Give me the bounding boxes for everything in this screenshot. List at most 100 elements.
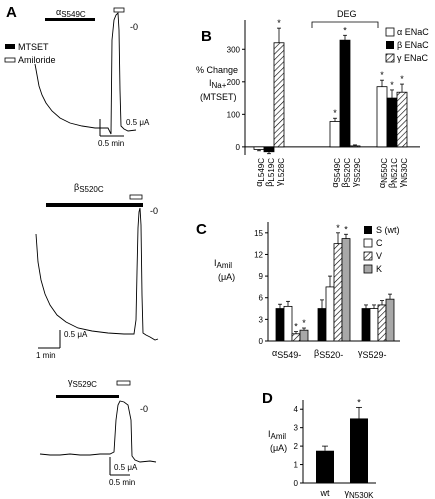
- scale-y-label-1: 0.5 μA: [126, 118, 150, 127]
- category-label: γN530K: [345, 488, 375, 499]
- amiloride-bar-1: [113, 7, 125, 13]
- deg-bracket: [311, 21, 379, 28]
- amiloride-bar-2: [129, 194, 143, 200]
- bar: [283, 305, 293, 342]
- current-trace-3: [39, 400, 157, 463]
- bar: [316, 450, 334, 483]
- group-label: βL519C: [264, 158, 276, 187]
- legend-swatch-mtset: [5, 44, 15, 49]
- bar: [253, 146, 265, 150]
- y-tick-label: 200: [227, 78, 241, 87]
- current-trace-2: [35, 207, 159, 341]
- y-tick-label: 2: [294, 442, 299, 451]
- group-label: βS520C: [340, 158, 352, 188]
- mtset-bar-2: [46, 203, 143, 207]
- trace-label-alpha-s549c: αS549C: [56, 7, 86, 19]
- category-label: βS520-: [314, 348, 343, 360]
- panel-a: A MTSET Amiloride αS549C -0 0.5 μA 0.5 m…: [4, 4, 159, 487]
- group-label: γN530C: [397, 158, 409, 188]
- legend-label-beta-enac: β ENaC: [397, 40, 429, 50]
- trace-alpha-s549c: αS549C -0 0.5 μA 0.5 min: [34, 7, 150, 148]
- category-label: αS549-: [272, 348, 301, 360]
- bar: [377, 304, 387, 342]
- group-label: βN521C: [387, 158, 399, 188]
- legend-swatch-alpha-enac: [385, 27, 395, 37]
- legend-swatch-s-wt: [364, 226, 372, 234]
- panel-letter-a: A: [6, 4, 17, 21]
- bar: [396, 91, 408, 148]
- trace-beta-s520c: βS520C -0 0.5 μA 1 min: [35, 182, 159, 360]
- bar: [333, 243, 343, 342]
- y-axis-label-b-line1: % Change: [196, 65, 238, 75]
- panel-c-legend: S (wt) C V K: [363, 225, 400, 274]
- panel-a-legend: MTSET Amiloride: [4, 42, 56, 65]
- significance-star: *: [343, 25, 347, 35]
- bar: [386, 97, 398, 148]
- y-tick-label: 0: [236, 143, 241, 152]
- significance-star: *: [400, 74, 404, 84]
- zero-label-1: -0: [130, 22, 138, 32]
- y-tick-label: 12: [254, 250, 263, 259]
- legend-label-k: K: [376, 264, 382, 274]
- bar: [385, 298, 395, 342]
- trace-gamma-s529c: γS529C -0 0.5 μA 0.5 min: [39, 377, 157, 487]
- legend-swatch-k: [363, 264, 373, 274]
- bar: [275, 308, 285, 342]
- group-label: γL528C: [274, 158, 286, 186]
- legend-label-gamma-enac: γ ENaC: [397, 53, 429, 63]
- panel-letter-c: C: [196, 221, 207, 238]
- y-tick-label: 4: [294, 405, 299, 414]
- zero-label-3: -0: [140, 404, 148, 414]
- bar: [291, 333, 301, 342]
- panel-letter-b: B: [201, 28, 212, 45]
- trace-label-gamma-s529c: γS529C: [68, 377, 97, 389]
- legend-swatch-gamma-enac: [385, 53, 395, 63]
- category-label: wt: [320, 488, 330, 498]
- panel-d: D IAmil (μA) 0 1 2 3 4 wt * γN530K: [262, 390, 376, 499]
- y-axis-label-c: IAmil: [214, 258, 232, 270]
- mtset-bar-1: [45, 18, 95, 21]
- significance-star: *: [302, 318, 306, 328]
- y-tick-label: 0: [294, 479, 299, 488]
- scale-y-label-2: 0.5 μA: [64, 330, 88, 339]
- scale-x-label-3: 0.5 min: [109, 478, 135, 487]
- legend-label-alpha-enac: α ENaC: [397, 27, 429, 37]
- bar: [339, 39, 351, 148]
- trace-label-beta-s520c: βS520C: [74, 182, 104, 194]
- panel-b: B % Change INa+ (MTSET) 0 100 200 300 * * * * * *…: [196, 9, 429, 188]
- bar: [273, 42, 285, 148]
- panel-c: C IAmil (μA) 0 3 6 9 12 15 * * * * αS549- βS520- γS5…: [196, 221, 400, 360]
- scale-x-label-1: 0.5 min: [98, 139, 124, 148]
- bar: [369, 308, 379, 342]
- y-tick-label: 300: [227, 45, 241, 54]
- legend-label-mtset: MTSET: [18, 42, 49, 52]
- y-tick-label: 15: [254, 229, 263, 238]
- legend-swatch-amiloride: [4, 57, 16, 63]
- y-tick-label: 9: [259, 272, 264, 281]
- bar: [325, 286, 335, 342]
- scale-y-label-3: 0.5 μA: [114, 463, 138, 472]
- amiloride-bar-3: [116, 380, 131, 386]
- y-axis-label-b-line3: (MTSET): [200, 92, 237, 102]
- significance-star: *: [336, 223, 340, 233]
- y-axis-label-d: IAmil: [268, 429, 286, 441]
- legend-swatch-c: [363, 238, 373, 248]
- bar: [376, 86, 388, 148]
- significance-star: *: [333, 108, 337, 118]
- y-tick-label: 3: [259, 315, 264, 324]
- significance-star: *: [277, 18, 281, 28]
- y-tick-label: 1: [294, 461, 299, 470]
- significance-star: *: [390, 80, 394, 90]
- legend-label-v: V: [376, 251, 382, 261]
- legend-label-c: C: [376, 238, 383, 248]
- significance-star: *: [357, 397, 361, 407]
- scale-x-label-2: 1 min: [36, 351, 56, 360]
- chart-d: 0 1 2 3 4 wt * γN530K: [294, 397, 376, 499]
- y-tick-label: 3: [294, 424, 299, 433]
- y-axis-unit-c: (μA): [218, 272, 235, 282]
- bar: [329, 121, 341, 148]
- legend-swatch-v: [363, 251, 373, 261]
- bar: [349, 145, 361, 148]
